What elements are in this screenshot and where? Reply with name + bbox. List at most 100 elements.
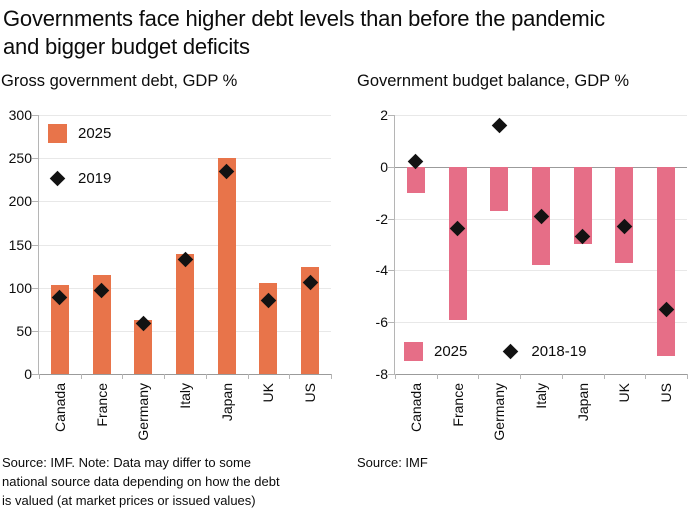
y-axis-label-100: 100 (8, 279, 32, 296)
bar-us-2025 (301, 266, 320, 374)
debt-chart-plot-area: 0 50 100 150 200 250 300 Canada France Germany Ita… (9, 107, 332, 441)
x-axis-label-uk: UK (260, 383, 277, 403)
x-axis-tick (687, 374, 688, 379)
x-axis-label-italy: Italy (177, 383, 193, 409)
debt-chart-source-note: Source: IMF. Note: Data may differ to so… (2, 453, 322, 510)
y-axis-label-0: 0 (24, 366, 32, 382)
x-axis-tick (331, 374, 332, 379)
legend-label-2018-19: 2018-19 (531, 343, 587, 360)
gridline-300 (39, 115, 331, 116)
x-axis-tick (645, 374, 647, 379)
y-axis-tick--4 (388, 270, 394, 272)
bar-canada-2025 (406, 166, 425, 193)
legend: 2025 2019 (48, 124, 111, 188)
balance-chart-plot-area: -8 -6 -4 -2 0 2 Canada France Germany Italy Japan U… (376, 107, 688, 441)
x-axis-tick (561, 374, 563, 379)
legend-item-2018-19: 2018-19 (501, 342, 586, 361)
y-axis-label-50: 50 (16, 322, 32, 339)
debt-chart-subtitle: Gross government debt, GDP % (1, 72, 238, 90)
y-axis-label-0: 0 (380, 158, 388, 175)
figure-title: Governments face higher debt levels than… (3, 5, 688, 61)
gridline-250 (39, 158, 331, 160)
gridline-200 (39, 201, 331, 203)
source-line: is valued (at market prices or issued va… (2, 493, 256, 508)
source-line: national source data depending on how th… (2, 474, 280, 489)
source-line: Source: IMF. Note: Data may differ to so… (2, 455, 252, 470)
y-axis-tick-50 (32, 330, 38, 332)
y-axis-tick--6 (388, 322, 394, 324)
figure-title-line1: Governments face higher debt levels than… (3, 6, 605, 31)
bar-germany-2025 (490, 166, 509, 211)
x-axis-label-japan: Japan (574, 383, 591, 422)
y-axis-label--6: -6 (375, 314, 388, 331)
legend-diamond-icon (48, 169, 67, 188)
x-axis-tick (395, 374, 396, 379)
x-axis-label-germany: Germany (135, 383, 152, 441)
x-axis-label-us: US (658, 383, 675, 403)
x-axis-label-germany: Germany (491, 383, 508, 441)
gridline--6 (395, 322, 687, 324)
balance-chart-subtitle: Government budget balance, GDP % (357, 72, 630, 90)
x-axis-tick (122, 374, 124, 379)
diamond-icon (49, 170, 66, 187)
x-axis-tick (164, 374, 166, 379)
x-axis-label-us: US (302, 383, 319, 403)
x-axis-label-canada: Canada (407, 383, 424, 433)
y-axis-tick--8 (388, 374, 394, 375)
bar-italy-2025 (176, 253, 194, 374)
legend-label-2025: 2025 (78, 125, 112, 142)
x-axis-tick (39, 374, 40, 379)
y-axis-label-2: 2 (380, 107, 388, 123)
bar-canada-2025 (50, 285, 69, 374)
balance-chart: Government budget balance, GDP % -8 -6 -4-… (357, 71, 691, 441)
legend-swatch-2025 (404, 342, 423, 361)
x-axis-label-france: France (449, 383, 466, 427)
y-axis-label--8: -8 (375, 366, 388, 382)
y-axis-tick-250 (32, 158, 38, 160)
y-axis-label--4: -4 (375, 262, 388, 279)
legend-swatch-2025 (48, 124, 67, 143)
bar-france-2025 (92, 274, 111, 374)
x-axis-tick (520, 374, 522, 379)
gridline--4 (395, 270, 687, 272)
bar-japan-2025 (573, 166, 592, 245)
gridline-150 (39, 244, 331, 246)
y-axis-tick-100 (32, 287, 38, 289)
y-axis-label--2: -2 (375, 210, 388, 227)
legend-item-2025: 2025 (404, 342, 467, 361)
diamond-icon (503, 343, 519, 360)
x-axis-line (38, 374, 331, 375)
y-axis-label-250: 250 (8, 150, 32, 167)
bar-germany-2025 (134, 320, 153, 374)
x-axis-label-uk: UK (616, 383, 633, 403)
marker-germany-2018-19 (491, 117, 508, 134)
y-axis-line (38, 115, 39, 375)
y-axis-label-200: 200 (8, 193, 32, 210)
bar-uk-2025 (259, 283, 278, 374)
x-axis-tick (289, 374, 291, 379)
y-axis-tick-0 (32, 374, 38, 375)
legend: 2025 2018-19 (404, 342, 586, 361)
bar-japan-2025 (217, 158, 236, 374)
y-axis-tick-150 (32, 244, 38, 246)
y-axis-tick--2 (388, 218, 394, 220)
y-axis-tick-0 (388, 166, 394, 168)
legend-diamond-icon (501, 342, 520, 361)
bar-us-2025 (657, 166, 676, 356)
y-axis-tick-2 (388, 115, 394, 116)
bar-uk-2025 (615, 166, 634, 263)
x-axis-tick (478, 374, 480, 379)
x-axis-tick (80, 374, 82, 379)
y-axis-label-150: 150 (8, 236, 32, 253)
x-axis-label-italy: Italy (533, 383, 549, 409)
legend-item-2025: 2025 (48, 124, 111, 143)
legend-label-2025: 2025 (434, 343, 468, 360)
y-axis-tick-300 (32, 115, 38, 116)
x-axis-tick (205, 374, 207, 379)
x-axis-tick (247, 374, 249, 379)
x-axis-tick (436, 374, 438, 379)
debt-chart: Gross government debt, GDP % 0 50 100 150 20… (1, 71, 335, 441)
y-axis-tick-200 (32, 201, 38, 203)
bar-france-2025 (448, 166, 467, 320)
